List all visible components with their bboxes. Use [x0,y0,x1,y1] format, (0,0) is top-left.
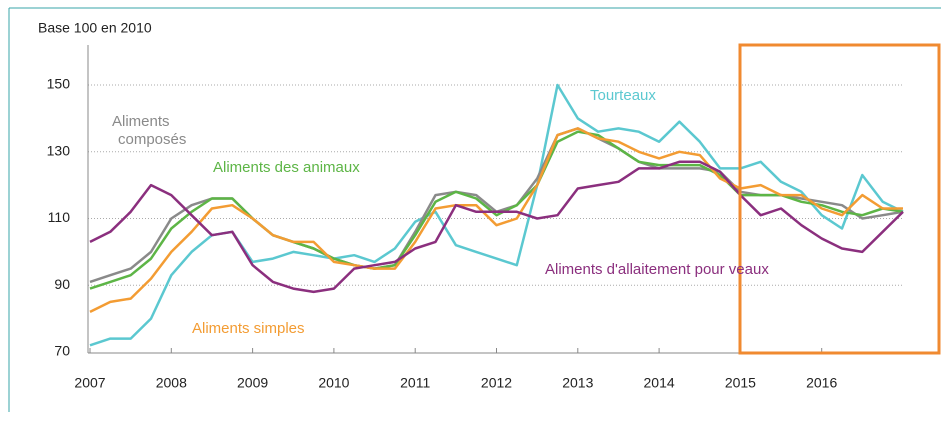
y-tick-label: 150 [47,76,71,92]
x-tick-label: 2009 [237,375,268,391]
y-tick-label: 130 [47,142,71,158]
x-tick-label: 2010 [318,375,349,391]
series-label: Aliments d'allaitement pour veaux [545,261,769,278]
series-label: Tourteaux [590,87,656,104]
y-tick-label: 90 [54,276,70,292]
x-tick-label: 2014 [644,375,675,391]
y-tick-label: 70 [54,343,70,359]
series-line [89,127,903,314]
x-tick-label: 2015 [725,375,756,391]
series-label: Aliments des animaux [213,159,360,176]
x-tick-label: 2008 [156,375,187,391]
y-tick-label: 110 [48,209,71,225]
x-tick-label: 2007 [74,375,105,391]
highlight-box [738,43,941,355]
series-line [89,130,904,290]
x-tick-label: 2011 [400,375,430,391]
x-tick-label: 2016 [806,375,837,391]
series-label: Aliments simples [192,320,305,337]
x-tick-label: 2012 [481,375,512,391]
x-tick-label: 2013 [562,375,593,391]
series-line [89,160,904,294]
subtitle: Base 100 en 2010 [38,20,152,36]
series-label: Aliments composés [112,113,186,148]
